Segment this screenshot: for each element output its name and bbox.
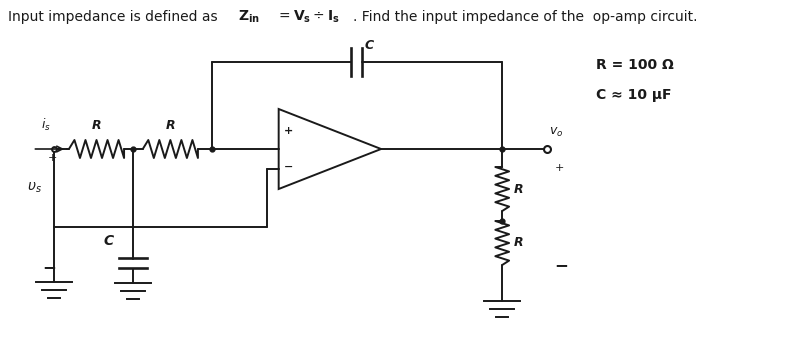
Text: R: R [92, 119, 102, 132]
Text: R: R [165, 119, 176, 132]
Text: −: − [284, 162, 294, 172]
Text: −: − [554, 256, 568, 274]
Text: $\mathit{\upsilon_s}$: $\mathit{\upsilon_s}$ [28, 181, 42, 195]
Text: C ≈ 10 μF: C ≈ 10 μF [596, 88, 671, 102]
Text: R: R [514, 183, 523, 195]
Text: $\mathbf{Z}_{\mathbf{in}}$: $\mathbf{Z}_{\mathbf{in}}$ [238, 9, 260, 25]
Text: $\mathit{i_s}$: $\mathit{i_s}$ [42, 117, 51, 133]
Text: Input impedance is defined as: Input impedance is defined as [8, 10, 222, 24]
Text: $= \mathbf{V_s} \div \mathbf{I_s}$: $= \mathbf{V_s} \div \mathbf{I_s}$ [275, 9, 339, 25]
Text: C: C [364, 39, 374, 52]
Text: +: + [47, 153, 57, 163]
Text: R: R [514, 237, 523, 249]
Text: +: + [554, 163, 563, 173]
Text: R = 100 Ω: R = 100 Ω [596, 58, 674, 72]
Text: $\mathit{v_o}$: $\mathit{v_o}$ [549, 126, 563, 139]
Text: +: + [284, 126, 293, 136]
Text: −: − [42, 258, 56, 276]
Text: C: C [103, 234, 113, 248]
Text: . Find the input impedance of the  op-amp circuit.: . Find the input impedance of the op-amp… [353, 10, 697, 24]
